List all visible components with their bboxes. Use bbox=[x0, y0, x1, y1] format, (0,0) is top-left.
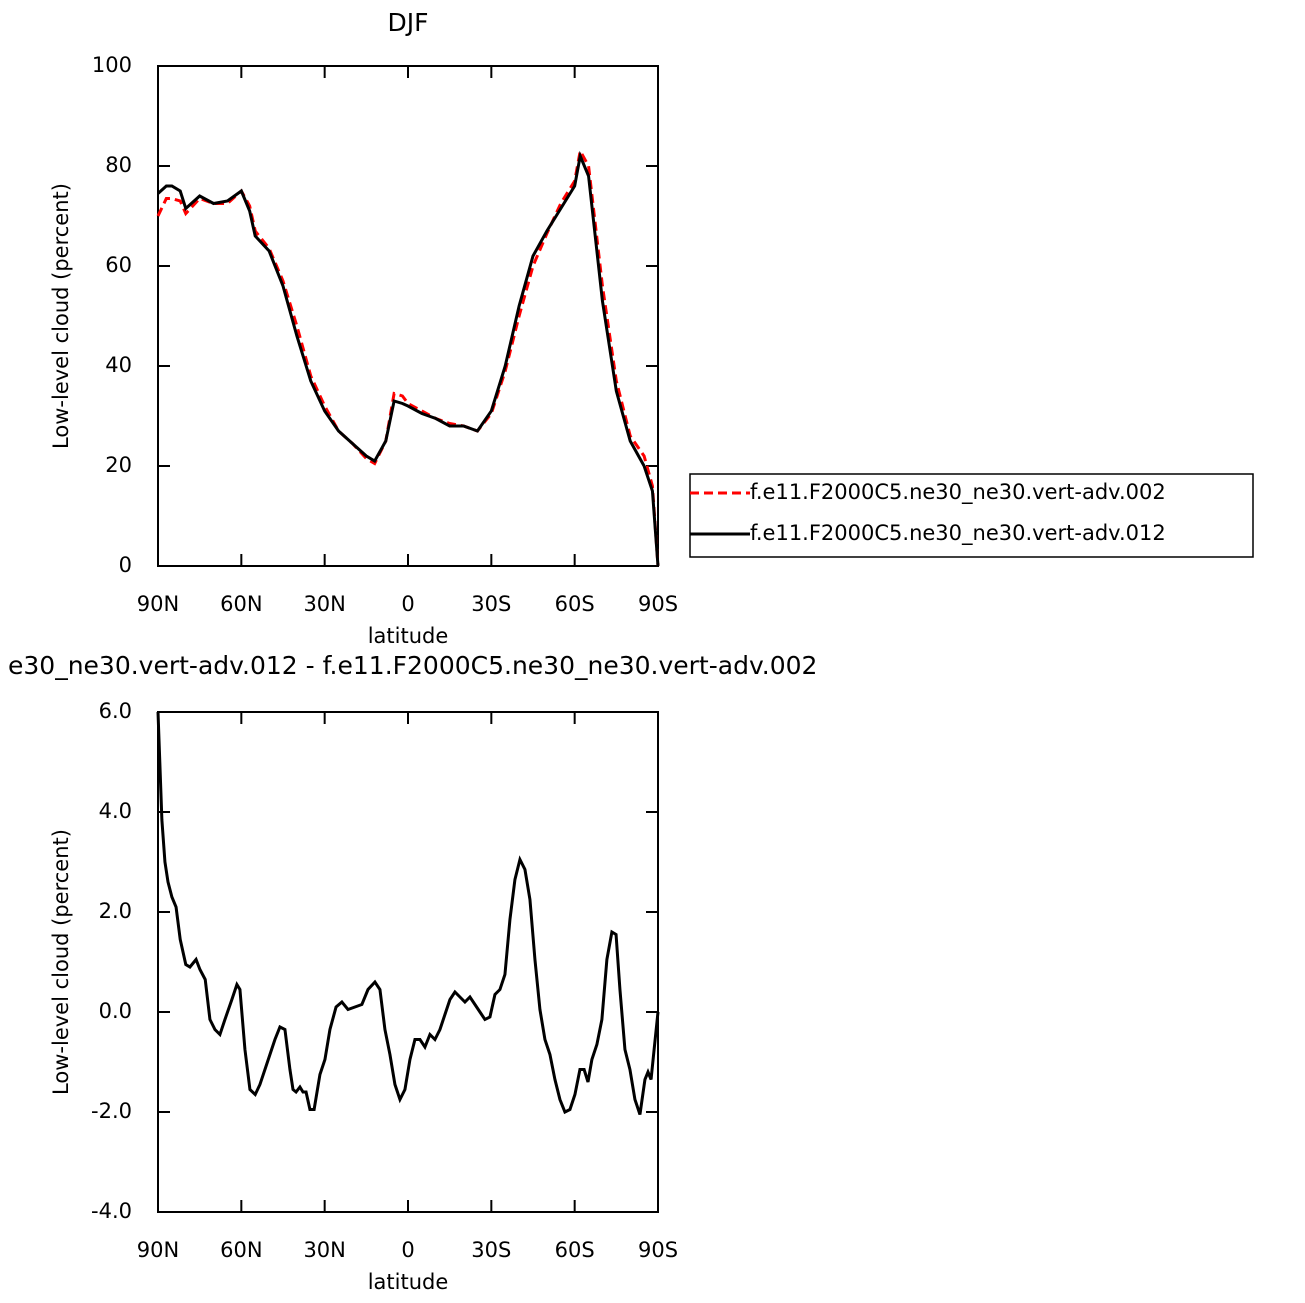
y-tick-label: 2.0 bbox=[99, 899, 132, 923]
data-line bbox=[156, 146, 660, 567]
y-tick-label: 80 bbox=[105, 153, 132, 177]
x-axis-label: latitude bbox=[368, 624, 449, 648]
x-tick-label: 90S bbox=[638, 1238, 678, 1262]
data-line bbox=[156, 711, 660, 1115]
y-tick-label: 20 bbox=[105, 453, 132, 477]
x-tick-label: 90N bbox=[137, 592, 179, 616]
y-tick-label: 6.0 bbox=[99, 699, 132, 723]
y-tick-label: -4.0 bbox=[91, 1199, 132, 1223]
y-tick-label: 0 bbox=[119, 553, 132, 577]
y-axis-label: Low-level cloud (percent) bbox=[49, 829, 73, 1095]
y-axis-label: Low-level cloud (percent) bbox=[49, 183, 73, 449]
legend-label: f.e11.F2000C5.ne30_ne30.vert-adv.002 bbox=[750, 480, 1166, 505]
data-line bbox=[156, 150, 660, 567]
legend-box bbox=[689, 473, 1254, 558]
x-tick-label: 30N bbox=[303, 592, 345, 616]
y-tick-label: 4.0 bbox=[99, 799, 132, 823]
x-tick-label: 30S bbox=[471, 1238, 511, 1262]
x-tick-label: 60S bbox=[555, 592, 595, 616]
y-tick-label: -2.0 bbox=[91, 1099, 132, 1123]
x-tick-label: 0 bbox=[401, 592, 414, 616]
plot-frame bbox=[157, 711, 659, 1213]
x-tick-label: 0 bbox=[401, 1238, 414, 1262]
legend-label: f.e11.F2000C5.ne30_ne30.vert-adv.012 bbox=[750, 521, 1166, 546]
x-tick-label: 60S bbox=[555, 1238, 595, 1262]
y-tick-label: 60 bbox=[105, 253, 132, 277]
x-tick-label: 90N bbox=[137, 1238, 179, 1262]
chart-title: e30_ne30.vert-adv.012 - f.e11.F2000C5.ne… bbox=[8, 651, 817, 680]
y-tick-label: 100 bbox=[92, 53, 132, 77]
y-tick-label: 0.0 bbox=[99, 999, 132, 1023]
x-axis-label: latitude bbox=[368, 1270, 449, 1294]
plot-frame bbox=[157, 65, 659, 567]
chart-title: DJF bbox=[387, 8, 428, 37]
x-tick-label: 30N bbox=[303, 1238, 345, 1262]
x-tick-label: 60N bbox=[220, 592, 262, 616]
x-tick-label: 90S bbox=[638, 592, 678, 616]
x-tick-label: 30S bbox=[471, 592, 511, 616]
y-tick-label: 40 bbox=[105, 353, 132, 377]
x-tick-label: 60N bbox=[220, 1238, 262, 1262]
